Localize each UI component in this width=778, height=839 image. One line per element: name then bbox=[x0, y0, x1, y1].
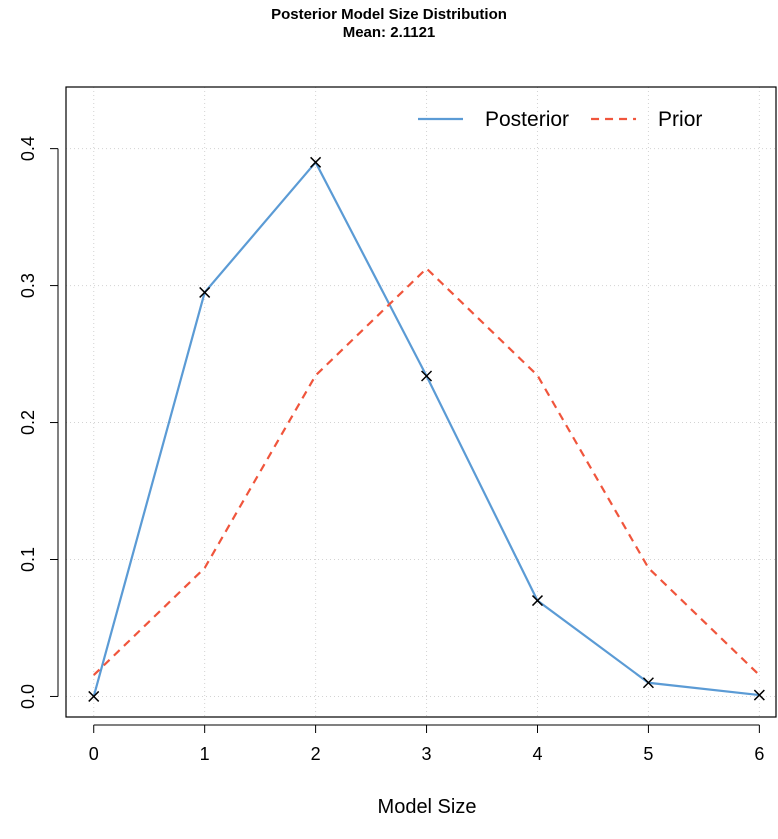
x-axis-title: Model Size bbox=[378, 796, 477, 818]
y-tick-label: 0.3 bbox=[18, 273, 38, 298]
data-point-marker bbox=[421, 370, 433, 382]
marker-stroke bbox=[199, 286, 211, 298]
series bbox=[88, 156, 765, 702]
legend-label-prior: Prior bbox=[658, 108, 702, 131]
y-tick-label: 0.4 bbox=[18, 136, 38, 161]
data-point-marker bbox=[531, 595, 544, 607]
data-point-marker bbox=[88, 690, 100, 702]
plot-frame bbox=[65, 86, 777, 718]
series-line-prior bbox=[92, 266, 761, 676]
y-tick-label: 0.1 bbox=[18, 547, 38, 572]
series-line-posterior bbox=[92, 160, 760, 697]
y-tick-label: 0.0 bbox=[18, 684, 38, 709]
marker-stroke bbox=[642, 677, 654, 689]
x-tick-label: 4 bbox=[532, 744, 542, 764]
legend: Posterior Prior bbox=[418, 108, 702, 131]
x-axis: 0 1 2 3 4 5 6 bbox=[89, 724, 764, 764]
chart-title: Posterior Model Size Distribution bbox=[271, 6, 507, 23]
grid bbox=[66, 87, 776, 717]
x-tick-label: 0 bbox=[89, 744, 99, 764]
y-tick-label: 0.2 bbox=[18, 410, 38, 435]
marker-stroke bbox=[421, 370, 433, 382]
data-point-marker bbox=[753, 689, 765, 701]
x-tick-label: 1 bbox=[200, 744, 210, 764]
marker-stroke bbox=[310, 156, 322, 168]
marker-stroke bbox=[753, 689, 765, 701]
chart-subtitle: Mean: 2.1121 bbox=[342, 24, 436, 41]
x-tick-label: 3 bbox=[422, 744, 432, 764]
data-point-marker bbox=[310, 156, 322, 168]
x-tick-label: 6 bbox=[754, 744, 764, 764]
data-point-marker bbox=[642, 677, 654, 689]
x-tick-label: 2 bbox=[311, 744, 321, 764]
data-point-marker bbox=[199, 286, 211, 298]
legend-label-posterior: Posterior bbox=[485, 108, 569, 131]
y-axis: 0.0 0.1 0.2 0.3 0.4 bbox=[18, 136, 59, 709]
marker-stroke bbox=[531, 595, 544, 607]
marker-stroke bbox=[88, 690, 100, 702]
x-tick-label: 5 bbox=[643, 744, 653, 764]
